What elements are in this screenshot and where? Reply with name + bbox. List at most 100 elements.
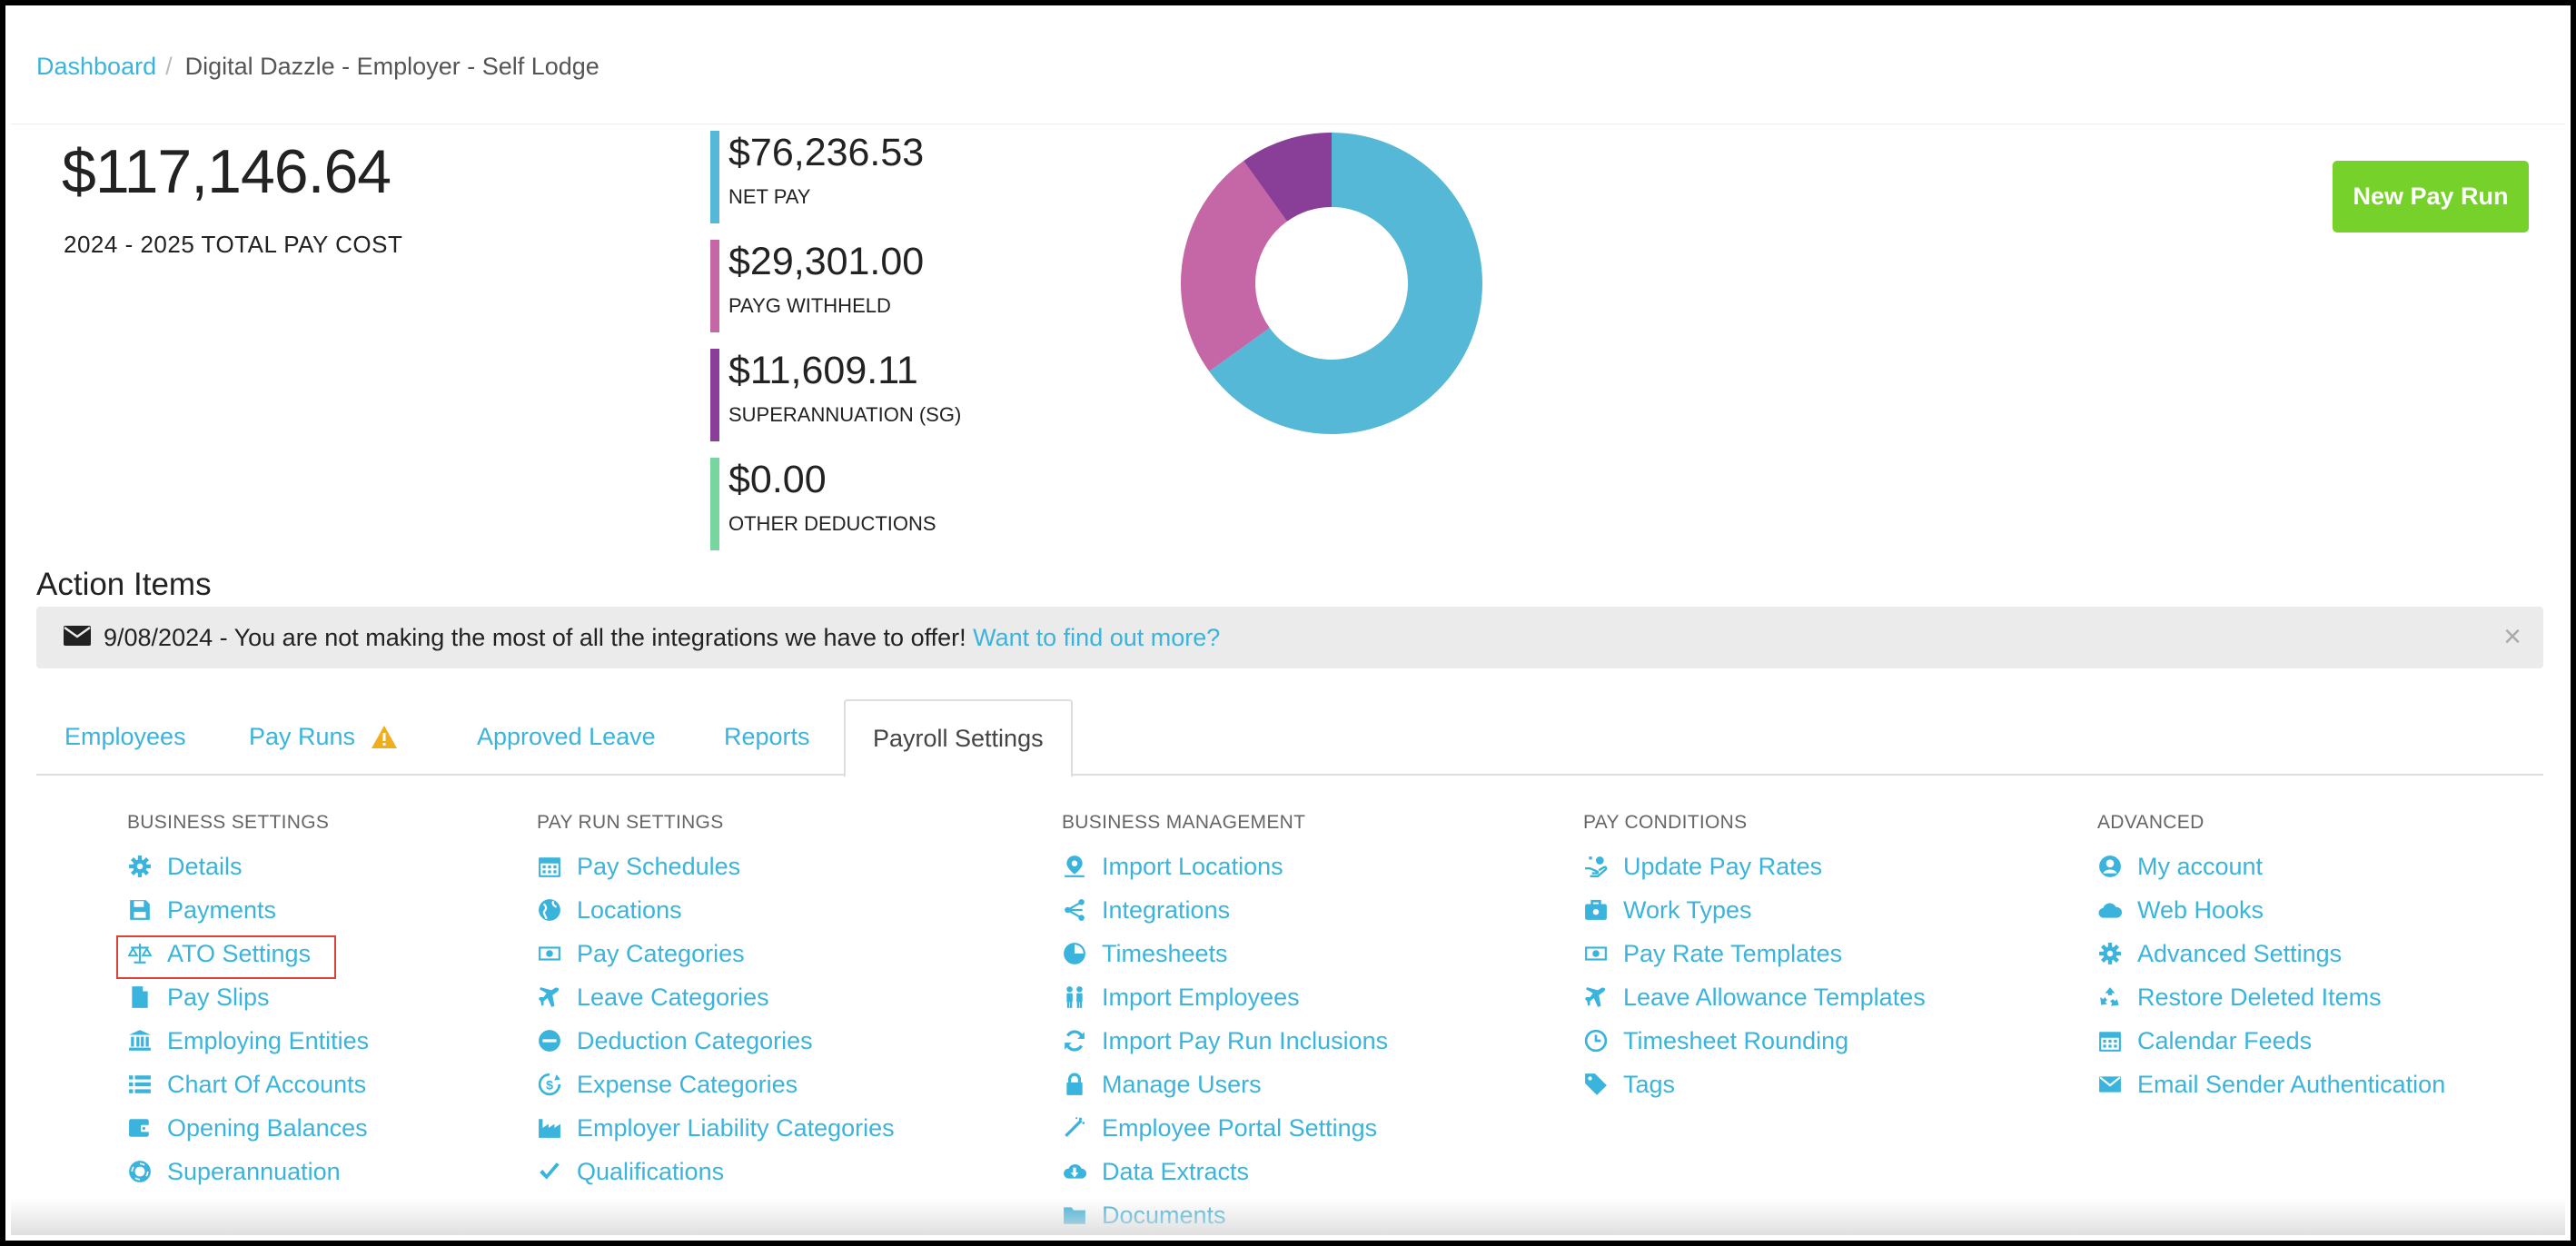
settings-link-pay-categories[interactable]: Pay Categories (537, 932, 895, 975)
calendar-icon (2097, 1028, 2123, 1053)
pie-icon (1062, 941, 1087, 966)
settings-link-manage-users[interactable]: Manage Users (1062, 1063, 1388, 1106)
settings-link-timesheets[interactable]: Timesheets (1062, 932, 1388, 975)
save-icon (127, 897, 153, 923)
settings-link-employing-entities[interactable]: Employing Entities (127, 1019, 369, 1063)
settings-link-data-extracts[interactable]: Data Extracts (1062, 1150, 1388, 1193)
breadcrumb: Dashboard / Digital Dazzle - Employer - Se… (36, 53, 599, 81)
settings-link-opening-balances[interactable]: Opening Balances (127, 1106, 369, 1150)
main-tabs: Employees Pay Runs Approved Leave Report… (36, 699, 2543, 777)
close-icon[interactable]: × (2503, 619, 2522, 654)
lock-icon (1062, 1072, 1087, 1097)
total-pay-cost-label: 2024 - 2025 TOTAL PAY COST (64, 231, 403, 258)
advanced-column: ADVANCED My account Web Hooks Advanced Set… (2097, 812, 2445, 1106)
settings-link-employee-portal-settings[interactable]: Employee Portal Settings (1062, 1106, 1388, 1150)
settings-link-label: Manage Users (1102, 1070, 1262, 1098)
settings-link-email-sender-authentication[interactable]: Email Sender Authentication (2097, 1063, 2445, 1106)
settings-link-label: Advanced Settings (2137, 939, 2343, 967)
settings-link-documents[interactable]: Documents (1062, 1193, 1388, 1237)
tab-reports[interactable]: Reports (724, 723, 810, 750)
settings-link-integrations[interactable]: Integrations (1062, 888, 1388, 932)
folder-icon (1062, 1202, 1087, 1228)
money-icon (537, 941, 562, 966)
stat-label: PAYG WITHHELD (728, 294, 891, 317)
action-items-title: Action Items (36, 567, 212, 602)
briefcase-icon (1583, 897, 1609, 923)
settings-link-label: Email Sender Authentication (2137, 1070, 2446, 1098)
settings-link-import-pay-run-inclusions[interactable]: Import Pay Run Inclusions (1062, 1019, 1388, 1063)
alert-text: 9/08/2024 - You are not making the most … (104, 624, 966, 651)
recycle-icon (2097, 984, 2123, 1010)
settings-link-import-employees[interactable]: Import Employees (1062, 975, 1388, 1019)
plane-icon (1583, 984, 1609, 1010)
calendar-icon (537, 854, 562, 879)
new-pay-run-button[interactable]: New Pay Run (2333, 161, 2529, 232)
stat-amount: $76,236.53 (728, 131, 925, 174)
share-icon (1062, 897, 1087, 923)
settings-link-tags[interactable]: Tags (1583, 1063, 1926, 1106)
scale-icon (127, 941, 153, 966)
settings-link-leave-categories[interactable]: Leave Categories (537, 975, 895, 1019)
settings-link-label: Opening Balances (167, 1113, 368, 1142)
alert-message: 9/08/2024 - You are not making the most … (104, 624, 1220, 652)
tab-approved-leave[interactable]: Approved Leave (477, 723, 656, 750)
settings-link-label: Employee Portal Settings (1102, 1113, 1378, 1142)
settings-link-label: Deduction Categories (577, 1026, 813, 1054)
settings-link-details[interactable]: Details (127, 845, 369, 888)
settings-link-web-hooks[interactable]: Web Hooks (2097, 888, 2445, 932)
settings-link-label: Calendar Feeds (2137, 1026, 2313, 1054)
settings-link-label: Chart Of Accounts (167, 1070, 367, 1098)
settings-link-qualifications[interactable]: Qualifications (537, 1150, 895, 1193)
cloud-icon (2097, 897, 2123, 923)
industry-icon (537, 1115, 562, 1141)
tab-pay-runs[interactable]: Pay Runs (249, 723, 356, 750)
tab-payroll-settings[interactable]: Payroll Settings (844, 699, 1073, 777)
settings-link-label: ATO Settings (167, 939, 312, 967)
settings-link-pay-slips[interactable]: Pay Slips (127, 975, 369, 1019)
settings-link-import-locations[interactable]: Import Locations (1062, 845, 1388, 888)
settings-link-locations[interactable]: Locations (537, 888, 895, 932)
stat-amount: $11,609.11 (728, 349, 918, 392)
pay-conditions-column: PAY CONDITIONS Update Pay Rates Work Type… (1583, 812, 1926, 1106)
stat-color-bar (710, 240, 719, 332)
business-management-column: BUSINESS MANAGEMENT Import Locations Inte… (1062, 812, 1388, 1237)
settings-link-pay-rate-templates[interactable]: Pay Rate Templates (1583, 932, 1926, 975)
column-heading: BUSINESS MANAGEMENT (1062, 812, 1306, 833)
breadcrumb-dashboard-link[interactable]: Dashboard (36, 53, 157, 80)
settings-link-label: Tags (1623, 1070, 1676, 1098)
settings-link-ato-settings[interactable]: ATO Settings (116, 932, 369, 979)
settings-link-calendar-feeds[interactable]: Calendar Feeds (2097, 1019, 2445, 1063)
stat-color-bar (710, 458, 719, 550)
settings-link-label: Web Hooks (2137, 895, 2264, 924)
settings-link-restore-deleted-items[interactable]: Restore Deleted Items (2097, 975, 2445, 1019)
settings-link-leave-allowance-templates[interactable]: Leave Allowance Templates (1583, 975, 1926, 1019)
settings-link-advanced-settings[interactable]: Advanced Settings (2097, 932, 2445, 975)
tab-employees[interactable]: Employees (64, 723, 186, 750)
settings-link-superannuation[interactable]: Superannuation (127, 1150, 369, 1193)
settings-link-label: Pay Rate Templates (1623, 939, 1843, 967)
settings-link-update-pay-rates[interactable]: Update Pay Rates (1583, 845, 1926, 888)
settings-link-label: Pay Slips (167, 983, 270, 1011)
minus-circle-icon (537, 1028, 562, 1053)
hand-money-icon (1583, 854, 1609, 879)
donut-slice-2 (1243, 133, 1332, 222)
money-icon (1583, 941, 1609, 966)
settings-link-pay-schedules[interactable]: Pay Schedules (537, 845, 895, 888)
settings-link-deduction-categories[interactable]: Deduction Categories (537, 1019, 895, 1063)
settings-link-expense-categories[interactable]: $ Expense Categories (537, 1063, 895, 1106)
stat-superannuation: $11,609.11 SUPERANNUATION (SG) (710, 349, 1128, 441)
settings-link-chart-of-accounts[interactable]: Chart Of Accounts (127, 1063, 369, 1106)
find-out-more-link[interactable]: Want to find out more? (973, 624, 1221, 651)
list-icon (127, 1072, 153, 1097)
settings-link-label: Expense Categories (577, 1070, 798, 1098)
settings-link-timesheet-rounding[interactable]: Timesheet Rounding (1583, 1019, 1926, 1063)
settings-link-employer-liability-categories[interactable]: Employer Liability Categories (537, 1106, 895, 1150)
pay-run-settings-column: PAY RUN SETTINGS Pay Schedules Locations P… (537, 812, 895, 1193)
business-settings-column: BUSINESS SETTINGS Details Payments ATO Set… (116, 812, 369, 1193)
settings-link-work-types[interactable]: Work Types (1583, 888, 1926, 932)
settings-link-payments[interactable]: Payments (127, 888, 369, 932)
settings-link-label: Employer Liability Categories (577, 1113, 895, 1142)
settings-link-label: Superannuation (167, 1157, 341, 1185)
settings-link-my-account[interactable]: My account (2097, 845, 2445, 888)
